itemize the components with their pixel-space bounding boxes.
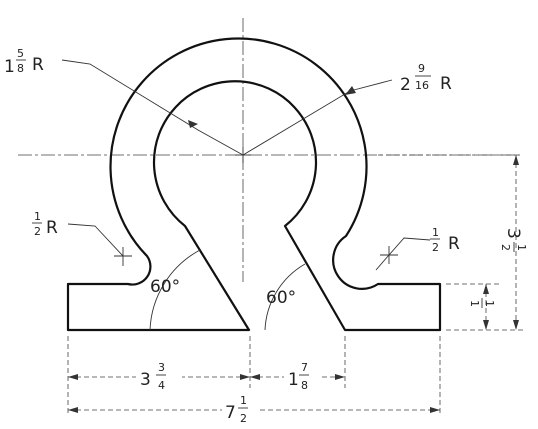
left-angle-arc [149, 249, 201, 331]
svg-text:2: 2 [432, 241, 439, 254]
svg-text:1: 1 [4, 57, 15, 77]
svg-text:R: R [440, 74, 452, 94]
width-arrowheads [68, 374, 440, 413]
svg-text:8: 8 [17, 62, 24, 75]
left-angle-label: 60° [150, 277, 180, 297]
omega-outline [66, 37, 442, 332]
svg-text:7: 7 [225, 403, 236, 423]
svg-text:1: 1 [288, 370, 299, 390]
svg-text:1: 1 [468, 300, 481, 307]
svg-text:1: 1 [34, 210, 41, 223]
svg-text:3: 3 [158, 361, 165, 374]
svg-text:R: R [46, 218, 58, 238]
outer-radius-label: 2 9 16 R [400, 62, 452, 95]
right-width-label: 1 7 8 [284, 361, 320, 392]
left-fillet-leader [67, 223, 124, 257]
svg-text:9: 9 [418, 62, 425, 75]
svg-text:8: 8 [301, 379, 308, 392]
right-angle-arc [264, 263, 306, 331]
left-fillet-label: 1 2 R [32, 210, 58, 238]
svg-text:R: R [448, 234, 460, 254]
svg-text:R: R [32, 55, 44, 75]
svg-text:1: 1 [240, 394, 247, 407]
outer-radius-leader [242, 79, 393, 156]
inner-radius-leader [61, 59, 244, 156]
svg-text:4: 4 [158, 379, 165, 392]
svg-text:16: 16 [415, 79, 429, 92]
svg-text:2: 2 [400, 75, 411, 95]
right-angle-label: 60° [266, 288, 296, 308]
left-width-label: 3 3 4 [136, 361, 182, 392]
right-fillet-leader [375, 237, 431, 271]
total-width-label: 7 1 2 [222, 394, 258, 426]
svg-text:2: 2 [499, 244, 512, 251]
svg-text:2: 2 [240, 412, 247, 425]
svg-text:1: 1 [432, 226, 439, 239]
inner-radius-label: 1 5 8 R [4, 47, 44, 77]
height-arrowheads [483, 155, 519, 330]
svg-text:1: 1 [515, 244, 528, 251]
height-total-label: 3 1 2 [499, 228, 528, 252]
svg-text:3: 3 [140, 370, 151, 390]
inner-radius-arrowhead [188, 120, 198, 128]
svg-text:5: 5 [17, 47, 24, 60]
outer-radius-arrowhead [345, 86, 356, 95]
svg-text:2: 2 [34, 225, 41, 238]
svg-text:1: 1 [483, 300, 496, 307]
svg-text:7: 7 [301, 361, 308, 374]
right-fillet-label: 1 2 R [430, 226, 460, 254]
base-height-label: 1 1 [468, 298, 496, 308]
svg-text:3: 3 [503, 228, 523, 239]
